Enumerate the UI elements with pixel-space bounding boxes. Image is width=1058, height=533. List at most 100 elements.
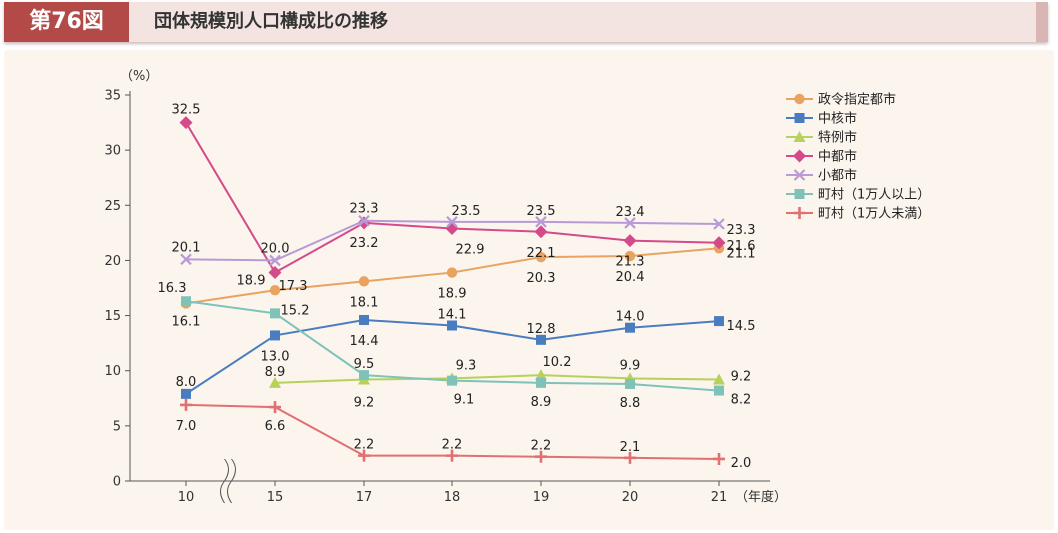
data-label: 23.5 <box>527 204 556 219</box>
data-point-marker <box>357 216 371 230</box>
data-point-marker <box>625 378 635 389</box>
figure-title: 団体規模別人口構成比の推移 <box>154 11 388 32</box>
data-point-marker <box>269 285 281 296</box>
data-label: 22.9 <box>456 242 485 257</box>
data-point-marker <box>358 214 370 227</box>
legend-entry: 政令指定都市 <box>818 92 896 108</box>
data-point-marker <box>447 375 457 386</box>
chart-data-labels: 16.1 17.3 18.1 18.9 20.3 20.4 21.1 8.0 13.0 14.4 1… <box>158 103 756 471</box>
data-point-marker <box>180 253 192 266</box>
data-point-marker <box>535 450 547 463</box>
x-axis-unit-label: （年度） <box>735 489 787 505</box>
data-point-marker <box>181 296 191 307</box>
legend-entry: 中都市 <box>818 149 857 165</box>
x-tick-label: 20 <box>622 490 639 505</box>
y-tick-label: 20 <box>104 254 121 269</box>
data-point-marker <box>270 308 280 319</box>
data-label: 23.5 <box>452 204 481 219</box>
legend-marker <box>793 149 806 163</box>
data-point-marker <box>534 225 548 239</box>
data-label: 14.4 <box>350 334 379 349</box>
data-point-marker <box>268 266 282 280</box>
x-tick-label: 19 <box>533 490 550 505</box>
x-tick-label: 15 <box>267 490 284 505</box>
data-point-marker <box>623 234 637 248</box>
data-label: 9.1 <box>454 393 475 408</box>
data-point-marker <box>625 322 635 333</box>
x-tick-label: 10 <box>178 490 195 505</box>
data-point-marker <box>714 316 724 327</box>
y-tick-label: 15 <box>104 309 121 324</box>
legend-marker <box>794 189 805 199</box>
legend-marker <box>794 93 805 105</box>
data-label: 20.3 <box>527 271 556 286</box>
chart-series-lines <box>179 116 726 465</box>
data-point-marker <box>269 254 281 267</box>
data-label: 9.9 <box>620 358 641 373</box>
data-label: 10.2 <box>543 355 572 370</box>
data-label: 2.2 <box>531 439 552 454</box>
data-label: 16.3 <box>158 281 187 296</box>
data-point-marker <box>714 385 724 396</box>
data-label: 6.6 <box>265 419 286 434</box>
legend-entry: 町村（1万人以上） <box>818 188 930 203</box>
data-label: 9.3 <box>456 358 477 373</box>
legend-marker <box>793 131 806 142</box>
data-point-marker <box>358 449 370 462</box>
data-label: 12.8 <box>527 322 556 337</box>
data-point-marker <box>713 218 725 230</box>
data-point-marker <box>181 388 191 399</box>
data-point-marker <box>447 320 457 331</box>
data-point-marker <box>624 217 636 229</box>
data-point-marker <box>535 251 547 263</box>
x-tick-label: 18 <box>444 490 461 505</box>
data-point-marker <box>535 369 547 381</box>
data-point-marker <box>446 216 458 228</box>
legend-entry: 中核市 <box>818 111 857 127</box>
data-label: 2.2 <box>354 438 375 453</box>
data-label: 23.3 <box>350 202 379 217</box>
data-label: 23.3 <box>727 223 756 238</box>
chart-panel <box>4 50 1054 530</box>
legend-entry: 小都市 <box>818 168 857 184</box>
data-label: 18.1 <box>350 295 379 310</box>
data-label: 8.2 <box>731 393 752 408</box>
legend-entry: 町村（1万人未満） <box>818 207 930 222</box>
axis-break-mark <box>227 458 236 504</box>
x-tick-label: 17 <box>356 490 373 505</box>
data-point-marker <box>180 398 192 411</box>
data-point-marker <box>270 330 280 341</box>
data-point-marker <box>179 116 193 130</box>
series-line-2 <box>274 374 720 384</box>
data-point-marker <box>536 377 546 388</box>
data-point-marker <box>269 401 281 414</box>
legend-marker <box>794 113 805 123</box>
data-label: 9.2 <box>354 396 375 411</box>
data-point-marker <box>624 250 636 262</box>
data-label: 21.6 <box>727 239 756 254</box>
data-label: 2.1 <box>620 440 641 455</box>
data-label: 32.5 <box>172 103 201 118</box>
figure-header: 第76図 団体規模別人口構成比の推移 <box>4 2 1048 42</box>
y-tick-label: 30 <box>104 144 121 159</box>
figure-number: 第76図 <box>4 2 129 42</box>
data-point-marker <box>535 216 547 228</box>
data-label: 16.1 <box>172 314 201 329</box>
data-label: 15.2 <box>281 303 310 318</box>
data-label: 9.2 <box>731 370 752 385</box>
legend-marker <box>793 169 806 181</box>
data-label: 20.0 <box>261 241 290 256</box>
x-tick-label: 21 <box>711 490 728 505</box>
data-point-marker <box>712 236 726 250</box>
data-label: 13.0 <box>261 349 290 364</box>
data-label: 23.4 <box>616 205 645 220</box>
data-label: 18.9 <box>237 274 266 289</box>
y-tick-label: 10 <box>104 364 121 379</box>
y-tick-label: 0 <box>113 475 121 490</box>
data-label: 2.0 <box>731 456 752 471</box>
data-label: 8.9 <box>531 395 552 410</box>
data-point-marker <box>713 373 725 385</box>
data-label: 8.0 <box>176 375 197 390</box>
